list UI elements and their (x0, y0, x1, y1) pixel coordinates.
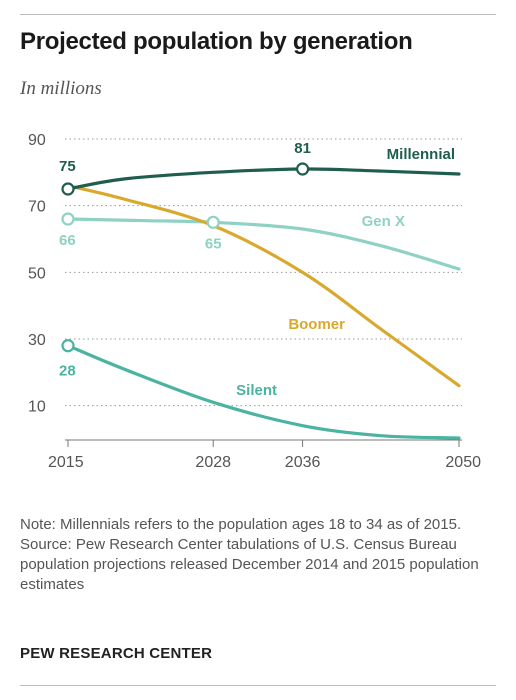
series-line-boomer (66, 184, 461, 388)
note-text: Note: Millennials refers to the populati… (20, 516, 462, 533)
series-label-boomer: Boomer (288, 316, 345, 333)
data-label-millennial-2015: 75 (59, 158, 76, 175)
marker-gen-x-2028 (206, 215, 220, 229)
x-tick-label-2036: 2036 (285, 454, 321, 471)
marker-silent-2015 (61, 339, 75, 353)
notes-block: Note: Millennials refers to the populati… (20, 515, 500, 595)
series-line-millennial (66, 167, 461, 191)
data-label-silent-2015: 28 (59, 363, 76, 380)
data-label-gen-x-2015: 66 (59, 232, 76, 249)
x-tick-label-2028: 2028 (195, 454, 231, 471)
top-rule (20, 14, 496, 15)
y-tick-label-10: 10 (28, 399, 46, 416)
series-label-gen-x: Gen X (362, 213, 405, 230)
line-chart: 10 30 50 70 90 2015 2028 2036 2050 75 81 66 65 28 Mill… (28, 132, 481, 471)
chart-title: Projected population by generation (20, 28, 413, 55)
x-tick-label-2050: 2050 (445, 454, 481, 471)
bottom-rule (20, 685, 496, 686)
marker-millennial-2036 (296, 162, 310, 176)
y-tick-label-50: 50 (28, 265, 46, 282)
series-label-millennial: Millennial (387, 146, 455, 163)
chart-subtitle: In millions (20, 78, 102, 99)
marker-millennial-2015 (61, 182, 75, 196)
y-tick-label-90: 90 (28, 132, 46, 149)
data-label-millennial-2036: 81 (294, 140, 311, 157)
x-tick-label-2015: 2015 (48, 454, 84, 471)
y-tick-label-70: 70 (28, 199, 46, 216)
source-text: Source: Pew Research Center tabulations … (20, 536, 479, 593)
marker-gen-x-2015 (61, 212, 75, 226)
series-line-gen-x (66, 217, 461, 271)
credit-line: PEW RESEARCH CENTER (20, 645, 213, 662)
y-tick-label-30: 30 (28, 332, 46, 349)
data-label-gen-x-2028: 65 (205, 235, 222, 252)
series-label-silent: Silent (236, 382, 277, 399)
series-line-silent (66, 344, 461, 440)
